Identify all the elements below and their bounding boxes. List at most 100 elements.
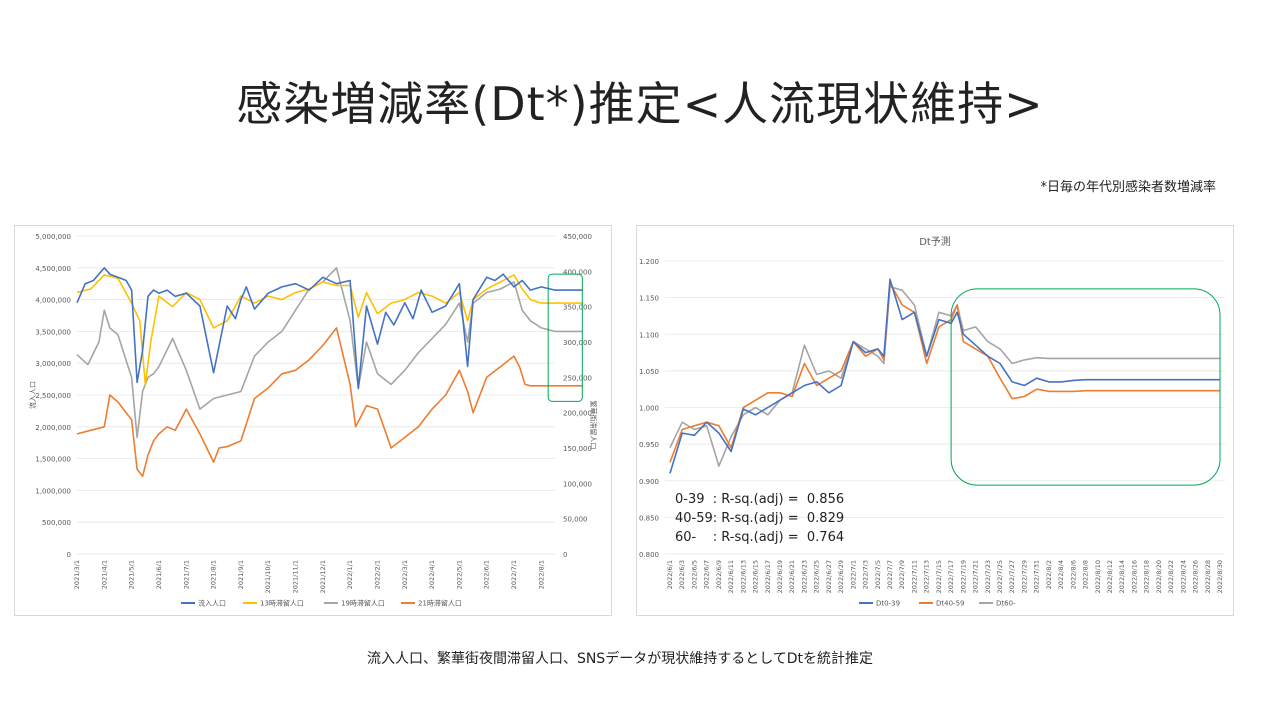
x-tick-label: 2022/7/15: [935, 560, 943, 593]
x-tick-label: 2022/5/1: [455, 560, 463, 589]
y2-axis-label: 繁華街滞留人口: [589, 401, 598, 450]
x-tick-label: 2021/11/1: [292, 560, 300, 593]
x-tick-label: 2022/7/29: [1020, 560, 1028, 593]
legend-label: Dt0-39: [876, 600, 900, 608]
x-tick-label: 2022/6/5: [690, 560, 698, 589]
x-tick-label: 2022/7/21: [972, 560, 980, 593]
x-tick-label: 2022/7/27: [1008, 560, 1016, 593]
x-tick-label: 2022/6/23: [800, 560, 808, 593]
x-tick-label: 2022/2/1: [373, 560, 381, 589]
left-chart-panel: 0 500,000 1,000,000 1,500,000 2,000,000 2,500…: [14, 225, 612, 616]
legend-label: Dt60-: [996, 600, 1016, 608]
y-tick-label: 0.800: [639, 551, 659, 559]
x-tick-label: 2022/7/9: [898, 560, 906, 589]
x-tick-label: 2022/6/25: [813, 560, 821, 593]
rsq-60: 60- : R-sq.(adj) = 0.764: [675, 530, 845, 545]
x-tick-label: 2022/8/10: [1094, 560, 1102, 593]
x-tick-label: 2022/8/8: [1082, 560, 1090, 589]
y-tick-label: 3,000,000: [35, 360, 71, 368]
series-line-1: [76, 266, 583, 390]
y2-tick-label: 150,000: [563, 445, 592, 453]
right-chart-panel: Dt予測 0.800 0.850 0.900 0.950 1.000 1.050 1.100 1…: [636, 225, 1234, 616]
x-tick-label: 2022/6/21: [788, 560, 796, 593]
y-tick-label: 1.100: [639, 331, 659, 339]
x-tick-label: 2022/7/3: [862, 560, 870, 589]
x-tick-label: 2022/8/1: [537, 560, 545, 589]
footnote: *日毎の年代別感染者数増減率: [1040, 180, 1216, 195]
x-tick-label: 2022/8/14: [1118, 560, 1126, 593]
y-axis-label: 流入人口: [28, 381, 37, 409]
y-tick-label: 0: [67, 551, 71, 559]
x-tick-label: 2021/6/1: [155, 560, 163, 589]
y2-tick-label: 350,000: [563, 304, 592, 312]
x-tick-label: 2022/8/4: [1057, 560, 1065, 589]
x-tick-label: 2022/7/1: [510, 560, 518, 589]
x-tick-label: 2022/6/15: [752, 560, 760, 593]
x-tick-label: 2022/8/18: [1143, 560, 1151, 593]
x-tick-label: 2022/6/11: [727, 560, 735, 593]
y2-tick-label: 250,000: [563, 374, 592, 382]
series-line-3: [669, 285, 1220, 467]
y2-tick-label: 300,000: [563, 339, 592, 347]
x-tick-label: 2022/8/16: [1130, 560, 1138, 593]
chart-title: Dt予測: [919, 235, 951, 248]
x-tick-label: 2022/8/2: [1045, 560, 1053, 589]
y-tick-label: 4,500,000: [35, 265, 71, 273]
series-line-1: [669, 278, 1220, 474]
series-line-3: [76, 266, 583, 439]
x-tick-label: 2022/7/7: [886, 560, 894, 589]
y-tick-label: 5,000,000: [35, 233, 71, 241]
y-tick-label: 2,500,000: [35, 392, 71, 400]
x-tick-label: 2021/3/1: [73, 560, 81, 589]
x-tick-label: 2022/7/17: [947, 560, 955, 593]
x-tick-label: 2021/12/1: [319, 560, 327, 593]
x-tick-label: 2022/8/6: [1069, 560, 1077, 589]
x-tick-label: 2022/7/31: [1033, 560, 1041, 593]
x-tick-label: 2021/7/1: [182, 560, 190, 589]
y-tick-label: 3,500,000: [35, 328, 71, 336]
rsq-0-39: 0-39 : R-sq.(adj) = 0.856: [675, 492, 845, 507]
x-tick-label: 2022/8/22: [1167, 560, 1175, 593]
y-tick-label: 4,000,000: [35, 297, 71, 305]
x-tick-label: 2022/6/1: [483, 560, 491, 589]
y-tick-label: 1,500,000: [35, 456, 71, 464]
y-tick-label: 500,000: [42, 519, 71, 527]
x-tick-label: 2022/4/1: [428, 560, 436, 589]
x-tick-label: 2022/8/24: [1179, 560, 1187, 593]
highlight-box: [547, 273, 583, 402]
x-tick-label: 2022/6/3: [678, 560, 686, 589]
series-line-4: [76, 327, 583, 478]
x-tick-label: 2022/6/29: [837, 560, 845, 593]
legend-label: 13時滞留人口: [260, 599, 304, 608]
legend-label: Dt40-59: [936, 600, 964, 608]
x-tick-label: 2022/7/5: [874, 560, 882, 589]
x-tick-label: 2021/8/1: [210, 560, 218, 589]
x-tick-label: 2022/8/28: [1204, 560, 1212, 593]
y-tick-label: 1.200: [639, 258, 659, 266]
y-tick-label: 1,000,000: [35, 487, 71, 495]
x-tick-label: 2022/6/27: [825, 560, 833, 593]
y-tick-label: 2,000,000: [35, 424, 71, 432]
x-tick-label: 2021/9/1: [237, 560, 245, 589]
x-tick-label: 2022/6/13: [739, 560, 747, 593]
x-tick-label: 2022/7/1: [849, 560, 857, 589]
x-tick-label: 2022/3/1: [401, 560, 409, 589]
y2-tick-label: 0: [563, 551, 567, 559]
x-tick-label: 2022/7/11: [910, 560, 918, 593]
y-tick-label: 0.850: [639, 514, 659, 522]
x-tick-label: 2021/4/1: [100, 560, 108, 589]
x-tick-label: 2022/7/13: [923, 560, 931, 593]
x-tick-label: 2022/6/7: [703, 560, 711, 589]
x-tick-label: 2022/6/19: [776, 560, 784, 593]
x-tick-label: 2022/8/12: [1106, 560, 1114, 593]
legend-label: 流入人口: [198, 599, 226, 608]
slide-caption: 流入人口、繁華街夜間滞留人口、SNSデータが現状維持するとしてDtを統計推定: [366, 651, 874, 667]
series-line-2: [669, 282, 1220, 463]
x-tick-label: 2022/1/1: [346, 560, 354, 589]
slide-title: 感染増減率(Dt*)推定<人流現状維持>: [236, 77, 1044, 131]
population-chart: 0 500,000 1,000,000 1,500,000 2,000,000 2,500…: [28, 233, 598, 608]
x-tick-label: 2022/7/19: [959, 560, 967, 593]
y-tick-label: 0.950: [639, 441, 659, 449]
x-tick-label: 2022/6/9: [715, 560, 723, 589]
y2-tick-label: 200,000: [563, 410, 592, 418]
